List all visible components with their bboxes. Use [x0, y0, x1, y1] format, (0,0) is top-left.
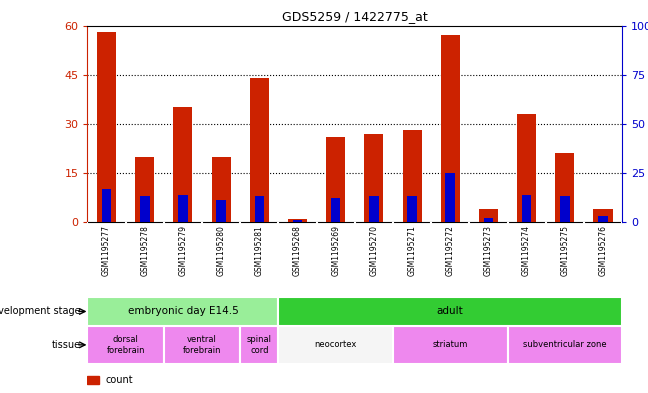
Text: adult: adult	[437, 307, 463, 316]
Text: dorsal
forebrain: dorsal forebrain	[106, 335, 145, 354]
Text: subventricular zone: subventricular zone	[523, 340, 607, 349]
Bar	[483, 218, 493, 222]
Bar	[212, 156, 231, 222]
Bar	[598, 216, 608, 222]
Bar	[288, 219, 307, 222]
Bar	[326, 137, 345, 222]
Bar	[87, 297, 279, 326]
Bar	[249, 78, 269, 222]
Bar	[240, 326, 279, 364]
Bar	[507, 326, 622, 364]
Bar	[408, 196, 417, 222]
Text: neocortex: neocortex	[314, 340, 357, 349]
Bar	[178, 195, 188, 222]
Bar	[216, 200, 226, 222]
Bar	[140, 196, 150, 222]
Bar	[517, 114, 536, 222]
Bar	[174, 107, 192, 222]
Bar	[393, 326, 507, 364]
Bar	[255, 196, 264, 222]
Bar	[441, 35, 460, 222]
Bar	[594, 209, 612, 222]
Bar	[364, 134, 384, 222]
Bar	[402, 130, 422, 222]
Bar	[135, 156, 154, 222]
Bar	[102, 189, 111, 222]
Bar	[293, 220, 302, 222]
Bar	[87, 326, 164, 364]
Text: count: count	[105, 375, 133, 385]
Bar	[369, 196, 378, 222]
Bar	[445, 173, 455, 222]
Bar	[97, 32, 116, 222]
Bar	[479, 209, 498, 222]
Bar	[331, 198, 340, 222]
Bar	[555, 153, 574, 222]
Bar	[164, 326, 240, 364]
Bar	[560, 196, 570, 222]
Title: GDS5259 / 1422775_at: GDS5259 / 1422775_at	[282, 10, 428, 23]
Bar	[279, 326, 393, 364]
Text: tissue: tissue	[52, 340, 81, 350]
Bar	[87, 376, 98, 384]
Text: ventral
forebrain: ventral forebrain	[183, 335, 221, 354]
Text: spinal
cord: spinal cord	[247, 335, 272, 354]
Text: embryonic day E14.5: embryonic day E14.5	[128, 307, 238, 316]
Bar	[522, 195, 531, 222]
Text: development stage: development stage	[0, 307, 81, 316]
Bar	[279, 297, 622, 326]
Text: striatum: striatum	[433, 340, 468, 349]
